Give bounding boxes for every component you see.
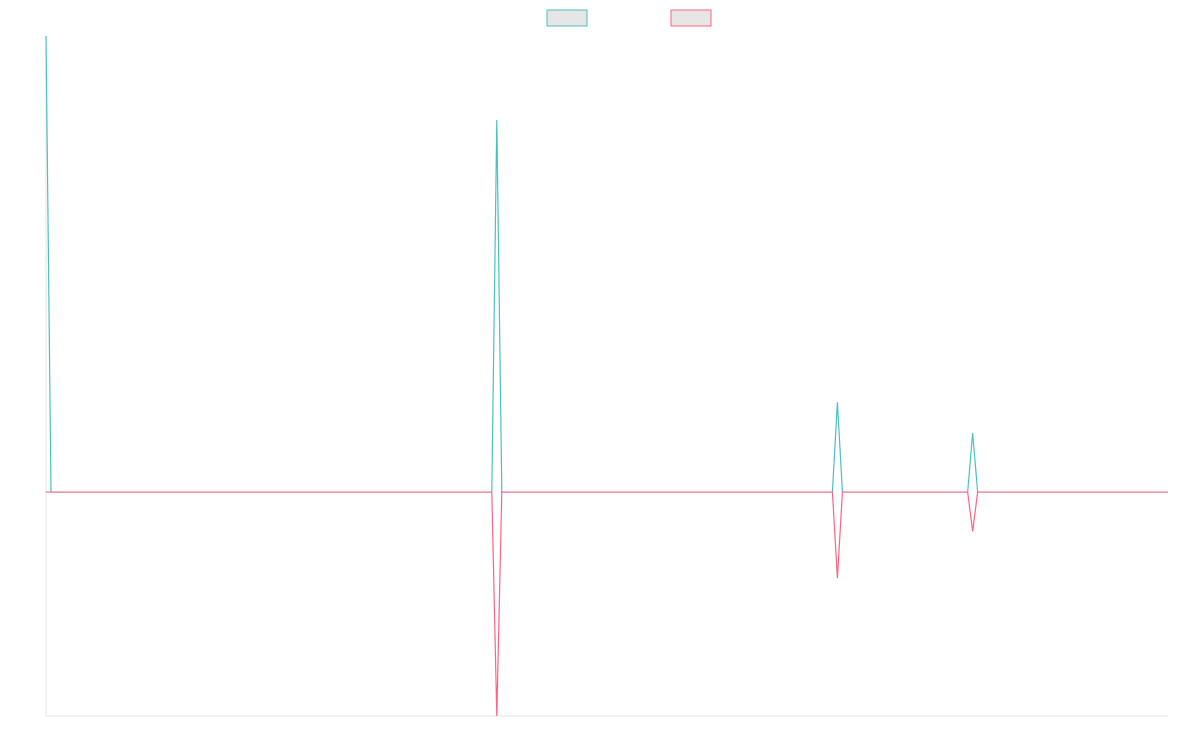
legend-swatch <box>670 9 712 27</box>
legend-swatch <box>546 9 588 27</box>
series-line <box>46 491 1168 717</box>
series-line <box>45 35 1168 493</box>
